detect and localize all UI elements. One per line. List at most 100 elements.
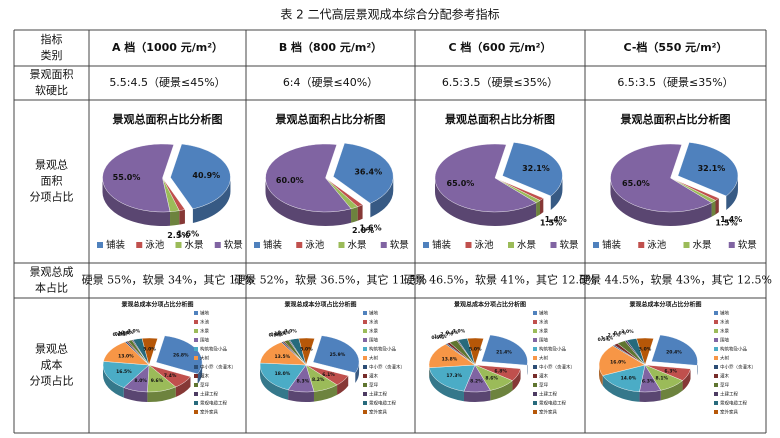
pie-slice [141, 337, 158, 366]
legend-label: 围墙 [369, 337, 378, 344]
row-label: 分项占比 [30, 190, 74, 204]
chart-title: 景观总面积占比分析图 [112, 112, 223, 126]
slice-side [726, 175, 738, 210]
legend-label: 草坪 [539, 382, 548, 389]
legend-swatch [194, 401, 198, 405]
row-label: 景观面积 [30, 68, 74, 81]
legend-swatch [533, 320, 537, 324]
pie-slice [651, 334, 698, 366]
slice-label: 6.1% [322, 372, 335, 378]
slice-label: 65.0% [622, 179, 650, 188]
legend-swatch [714, 329, 718, 333]
cost-cell: 硬景 52%，软景 36.5%，其它 11.5% [234, 273, 427, 287]
pie-slice [434, 143, 537, 213]
legend-label: 水景 [539, 328, 548, 335]
legend-label: 软景 [224, 239, 243, 251]
slice-label: 0.4% [121, 330, 134, 336]
legend-swatch [728, 242, 735, 248]
slice-label: 13.5% [275, 354, 291, 360]
slice-label: 1.3% [601, 335, 614, 341]
legend-label: 铺装 [602, 239, 622, 251]
legend-swatch [683, 242, 690, 248]
slice-side [147, 386, 176, 402]
chart-title: 景观总面积占比分析图 [620, 112, 731, 126]
legend-swatch [533, 410, 537, 414]
pie-slice [602, 364, 646, 393]
chart-title: 景观总面积占比分析图 [275, 112, 386, 126]
legend-swatch [363, 338, 367, 342]
slice-label: 3.0% [284, 329, 297, 335]
legend-label: 泳池 [145, 239, 165, 251]
slice-label: 0.5% [115, 332, 128, 338]
legend-label: 室外家具 [539, 409, 557, 416]
legend-label: 构筑物及小品 [369, 346, 396, 353]
pie-slice [298, 337, 315, 366]
chart-title: 景观总成本分项占比分析图 [120, 301, 193, 309]
slice-label: 8.6% [485, 375, 498, 381]
legend-label: 铺地 [200, 310, 209, 317]
legend-swatch [97, 242, 103, 248]
row-label: 分项占比 [30, 374, 74, 388]
legend-label: 铺地 [369, 310, 378, 317]
legend-label: 水景 [348, 239, 367, 251]
legend-swatch [214, 242, 221, 248]
pie-slice [170, 143, 231, 210]
legend-label: 灌木 [539, 373, 548, 380]
legend-label: 铺装 [263, 239, 283, 251]
legend-swatch [714, 311, 718, 315]
legend-swatch [533, 365, 537, 369]
column-header: B 档（800 元/m²） [279, 40, 382, 54]
slice-label: 32.1% [698, 164, 726, 173]
legend-label: 草坪 [200, 382, 209, 389]
slice-label: 0.5% [598, 337, 611, 343]
slice-label: 18.0% [275, 371, 291, 377]
slice-side [540, 198, 544, 215]
legend-label: 灌木 [720, 373, 729, 380]
legend-swatch [714, 320, 718, 324]
legend-swatch [363, 329, 367, 333]
legend-swatch [714, 374, 718, 378]
legend-swatch [714, 410, 718, 414]
legend-swatch [363, 383, 367, 387]
legend-swatch [465, 242, 472, 248]
legend-label: 围墙 [539, 337, 548, 344]
pie-slice [467, 337, 484, 366]
legend-label: 土建工程 [720, 391, 738, 398]
legend-swatch [175, 242, 182, 248]
legend-label: 大树 [539, 355, 548, 362]
pie-slice [598, 345, 646, 376]
legend-swatch [194, 374, 198, 378]
legend-swatch [533, 356, 537, 360]
legend-label: 中小乔（含灌木） [369, 364, 405, 371]
ratio-cell: 6.5:3.5（硬景≤35%） [442, 76, 558, 89]
slice-side [682, 368, 691, 391]
slice-label: 8.0% [134, 378, 147, 384]
slice-label: 0.5% [269, 333, 282, 339]
legend-label: 土建工程 [539, 391, 557, 398]
legend-label: 水景 [517, 239, 536, 251]
slice-side [550, 175, 563, 210]
slice-label: 32.1% [522, 164, 550, 173]
row-label: 景观总 [35, 342, 68, 356]
row-label: 本占比 [35, 281, 68, 295]
legend-label: 水景 [720, 328, 729, 335]
column-header: C-档（550 元/m²） [624, 40, 728, 54]
legend-swatch [363, 392, 367, 396]
legend-swatch [508, 242, 514, 248]
slice-label: 13.0% [118, 354, 134, 360]
pie-slice [428, 364, 476, 392]
slice-label: 5.0% [469, 346, 482, 352]
legend-label: 水池 [369, 319, 378, 326]
slice-label: 20.4% [666, 350, 682, 356]
slice-side [370, 176, 394, 218]
legend-label: 灌木 [200, 373, 209, 380]
chart-title: 景观总成本分项占比分析图 [453, 301, 526, 309]
legend-swatch [423, 242, 429, 248]
slice-label: 1.4% [545, 215, 567, 224]
pie-slice [677, 142, 739, 197]
legend-label: 大树 [720, 355, 729, 362]
legend-label: 软景 [560, 239, 579, 251]
slice-side [123, 387, 148, 402]
slice-side [197, 362, 203, 384]
slice-label: 9.6% [151, 378, 164, 384]
